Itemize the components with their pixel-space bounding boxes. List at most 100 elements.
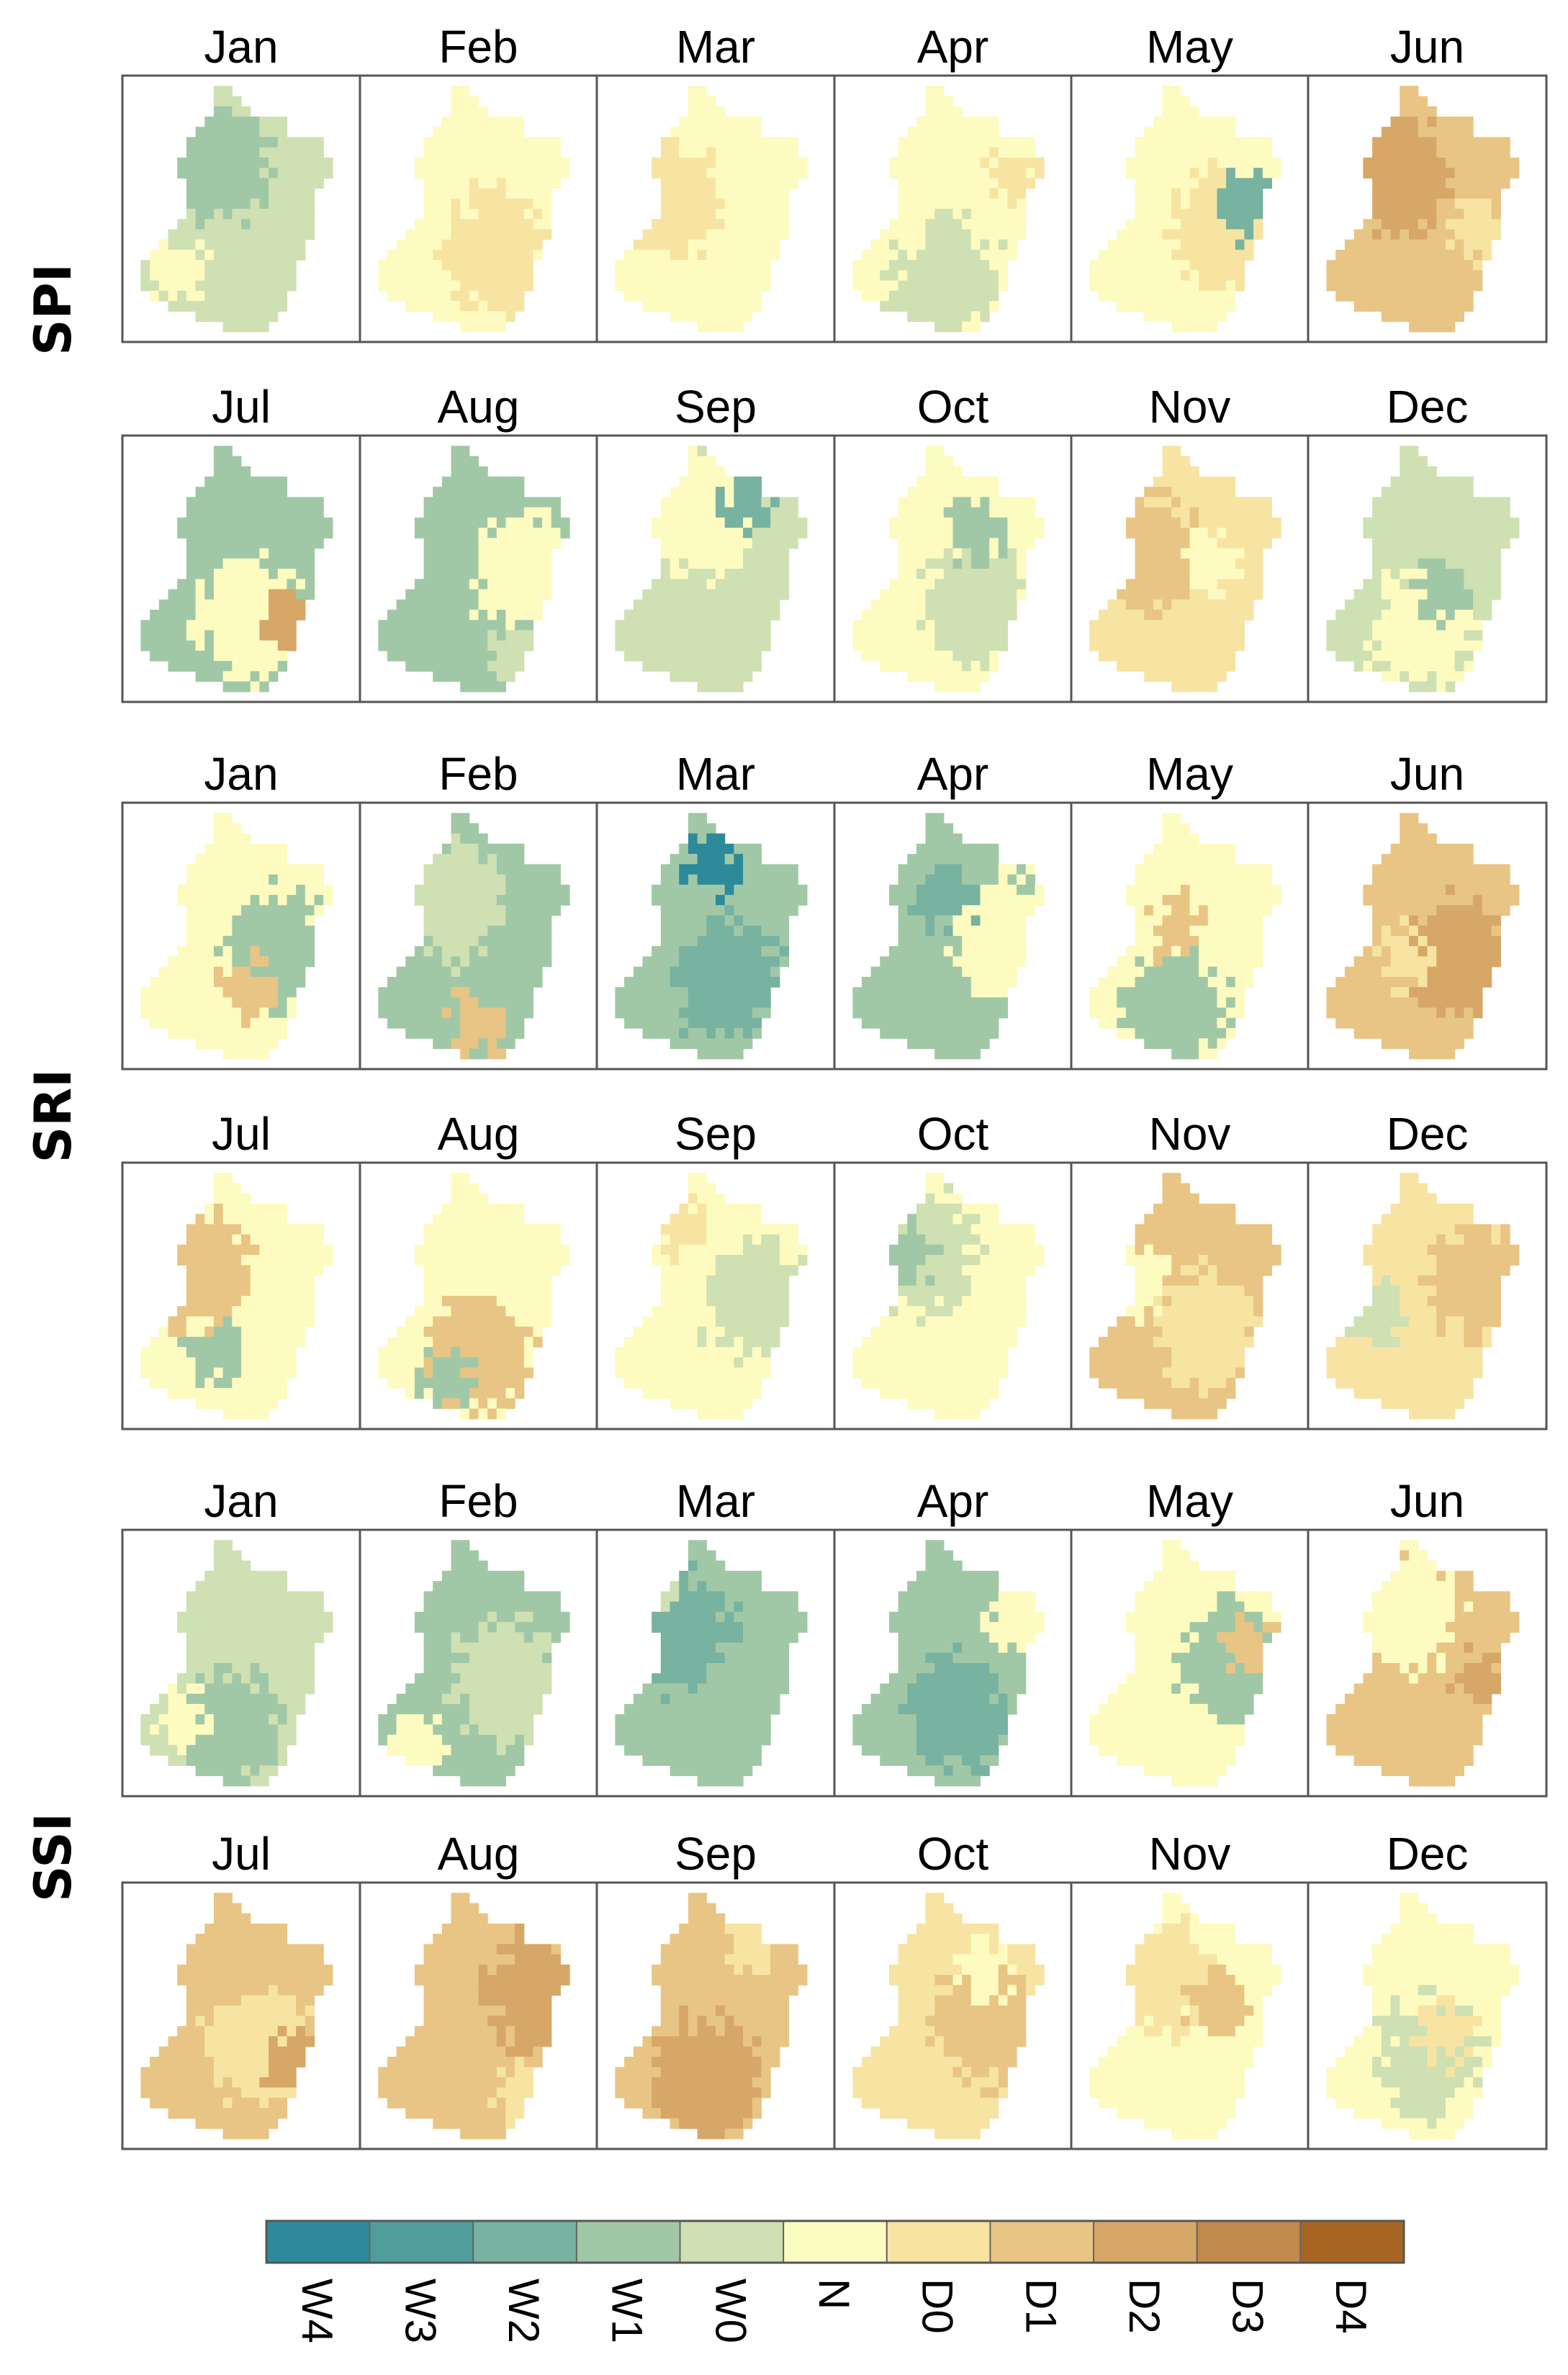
map-cell bbox=[451, 833, 461, 844]
map-cell bbox=[1207, 671, 1218, 682]
map-cell bbox=[259, 650, 269, 662]
map-cell bbox=[433, 609, 443, 621]
map-cell bbox=[679, 579, 689, 590]
map-cell bbox=[305, 517, 315, 528]
map-cell bbox=[478, 966, 488, 978]
map-cell bbox=[925, 476, 935, 487]
map-cell bbox=[724, 198, 734, 209]
map-cell bbox=[269, 599, 279, 610]
map-cell bbox=[277, 620, 288, 631]
map-cell bbox=[752, 127, 762, 138]
map-cell bbox=[652, 157, 662, 168]
map-cell bbox=[186, 997, 197, 1009]
map-cell bbox=[441, 229, 452, 240]
map-cell bbox=[706, 188, 716, 199]
map-cell bbox=[451, 446, 461, 457]
map-cell bbox=[1226, 229, 1236, 240]
map-cell bbox=[241, 681, 251, 693]
map-cell bbox=[1171, 249, 1181, 261]
map-cell bbox=[679, 895, 689, 906]
map-cell bbox=[1262, 538, 1272, 549]
map-cell bbox=[241, 843, 251, 855]
map-cell bbox=[1235, 558, 1245, 569]
map-cell bbox=[177, 997, 187, 1009]
map-cell bbox=[1454, 178, 1465, 189]
map-cell bbox=[716, 936, 726, 947]
map-cell bbox=[734, 915, 744, 927]
map-cell bbox=[734, 843, 744, 855]
map-cell bbox=[533, 966, 543, 978]
map-cell bbox=[250, 843, 260, 855]
map-cell bbox=[287, 915, 297, 927]
map-cell bbox=[1400, 280, 1410, 292]
map-cell bbox=[1135, 517, 1145, 528]
map-cell bbox=[1454, 476, 1465, 487]
map-cell bbox=[907, 630, 917, 641]
map-cell bbox=[469, 905, 479, 916]
map-cell bbox=[496, 219, 507, 230]
map-cell bbox=[652, 280, 662, 292]
map-cell bbox=[241, 915, 251, 927]
map-cell bbox=[670, 946, 680, 957]
map-cell bbox=[1372, 517, 1382, 528]
map-cell bbox=[998, 864, 1009, 875]
map-cell bbox=[1180, 517, 1191, 528]
map-cell bbox=[469, 1028, 479, 1039]
map-cell bbox=[660, 538, 671, 549]
map-cell bbox=[305, 874, 315, 885]
map-cell bbox=[515, 270, 525, 281]
map-cell bbox=[706, 538, 716, 549]
map-cell bbox=[697, 96, 707, 107]
map-cell bbox=[1035, 528, 1045, 538]
map-cell bbox=[1017, 884, 1027, 896]
map-cell bbox=[898, 589, 908, 600]
map-cell bbox=[925, 843, 935, 855]
map-cell bbox=[688, 895, 698, 906]
map-cell bbox=[1464, 569, 1474, 580]
map-cell bbox=[277, 507, 288, 518]
map-cell bbox=[1436, 538, 1446, 549]
map-cell bbox=[232, 239, 242, 251]
map-cell bbox=[259, 854, 269, 865]
map-cell bbox=[1162, 823, 1172, 834]
map-cell bbox=[1217, 168, 1227, 179]
map-cell bbox=[523, 864, 534, 875]
map-cell bbox=[1017, 946, 1027, 957]
map-cell bbox=[232, 280, 242, 292]
map-cell bbox=[505, 589, 515, 600]
map-cell bbox=[652, 640, 662, 652]
map-cell bbox=[277, 1007, 288, 1019]
map-cell bbox=[706, 946, 716, 957]
map-cell bbox=[1189, 188, 1199, 199]
map-cell bbox=[1436, 301, 1446, 312]
map-cell bbox=[925, 178, 935, 189]
map-cell bbox=[305, 147, 315, 158]
map-cell bbox=[241, 157, 251, 168]
map-cell bbox=[752, 157, 762, 168]
map-cell bbox=[706, 987, 716, 998]
map-cell bbox=[716, 854, 726, 865]
map-cell bbox=[1180, 96, 1191, 107]
map-cell bbox=[177, 956, 187, 968]
map-cell bbox=[1427, 188, 1437, 199]
map-cell bbox=[523, 884, 534, 896]
map-cell bbox=[533, 548, 543, 559]
map-cell bbox=[898, 1007, 908, 1019]
map-cell bbox=[734, 229, 744, 240]
map-cell bbox=[1235, 137, 1245, 148]
map-cell bbox=[962, 936, 972, 947]
map-cell bbox=[195, 168, 205, 179]
map-cell bbox=[523, 188, 534, 199]
map-cell bbox=[441, 609, 452, 621]
map-cell bbox=[296, 925, 306, 937]
map-cell bbox=[259, 1017, 269, 1029]
map-cell bbox=[314, 538, 324, 549]
map-cell bbox=[487, 966, 497, 978]
map-cell bbox=[259, 137, 269, 148]
map-cell bbox=[515, 301, 525, 312]
map-cell bbox=[1180, 280, 1191, 292]
map-cell bbox=[952, 579, 963, 590]
map-cell bbox=[496, 915, 507, 927]
map-cell bbox=[1381, 178, 1392, 189]
map-cell bbox=[1445, 661, 1456, 672]
